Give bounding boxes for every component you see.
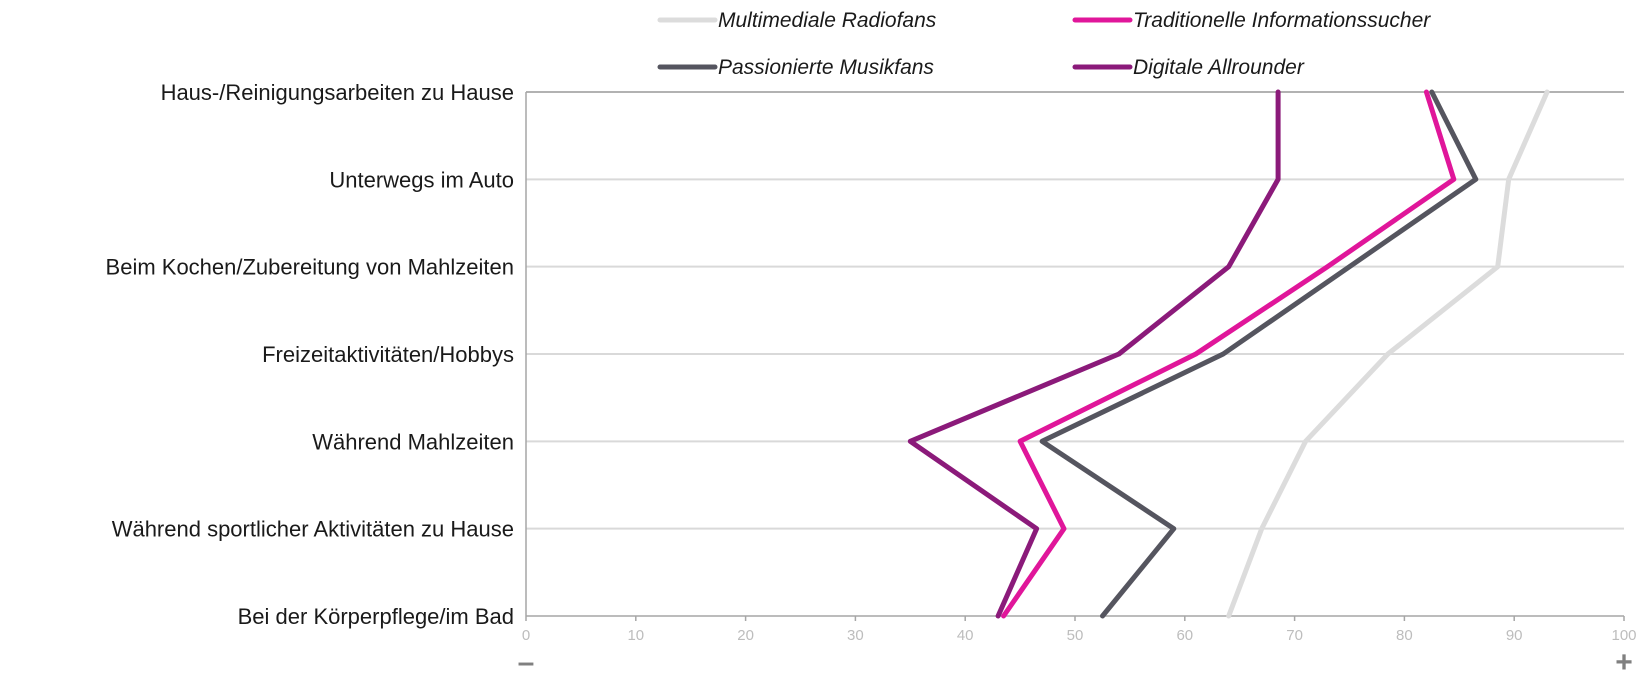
legend-label: Digitale Allrounder <box>1133 56 1305 79</box>
series-line <box>1001 89 1457 619</box>
category-label: Während Mahlzeiten <box>312 429 514 454</box>
x-tick-label: 100 <box>1611 627 1636 644</box>
series-lines <box>907 89 1550 619</box>
x-tick-label: 50 <box>1067 627 1084 644</box>
category-label: Beim Kochen/Zubereitung von Mahlzeiten <box>106 255 514 280</box>
category-labels: Haus-/Reinigungsarbeiten zu Hause Unterwe… <box>106 80 514 629</box>
series-line <box>1039 89 1479 619</box>
x-tick-label: 0 <box>522 627 530 644</box>
x-tick-label: 20 <box>737 627 754 644</box>
x-tick-label: 40 <box>957 627 974 644</box>
legend-label: Traditionelle Informationssucher <box>1133 9 1431 32</box>
x-tick-labels: 0 10 20 30 40 50 60 70 80 90 100 <box>522 627 1637 644</box>
series-line <box>907 89 1281 619</box>
series-line <box>1226 89 1550 619</box>
x-axis-max-sign: + <box>1615 646 1633 679</box>
x-tick-label: 70 <box>1286 627 1303 644</box>
category-label: Bei der Körperpflege/im Bad <box>238 604 514 629</box>
x-tick-label: 60 <box>1176 627 1193 644</box>
category-label: Freizeitaktivitäten/Hobbys <box>262 342 514 367</box>
category-label: Während sportlicher Aktivitäten zu Hause <box>112 517 514 542</box>
legend-label: Passionierte Musikfans <box>718 56 934 79</box>
x-tick-label: 30 <box>847 627 864 644</box>
category-label: Unterwegs im Auto <box>329 167 514 192</box>
category-label: Haus-/Reinigungsarbeiten zu Hause <box>161 80 514 105</box>
legend: Multimediale Radiofans Passionierte Musik… <box>657 9 1431 79</box>
axes <box>525 91 1625 621</box>
x-tick-label: 90 <box>1506 627 1523 644</box>
x-tick-label: 10 <box>627 627 644 644</box>
x-tick-label: 80 <box>1396 627 1413 644</box>
legend-label: Multimediale Radiofans <box>718 9 937 32</box>
x-axis-min-sign: – <box>518 646 535 679</box>
